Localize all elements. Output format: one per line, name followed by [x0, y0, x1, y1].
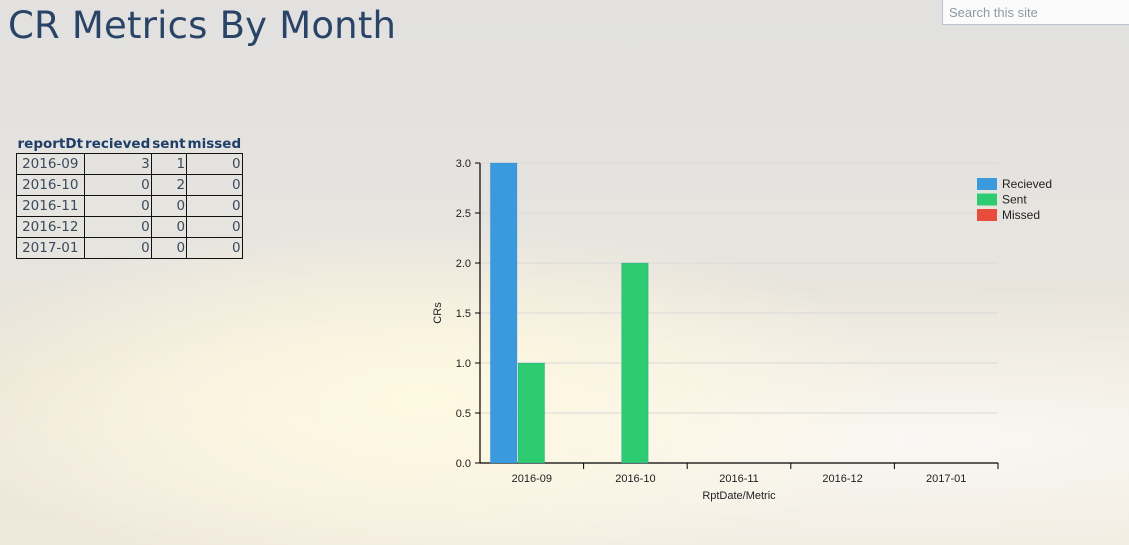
cell-sent: 0: [150, 237, 188, 259]
cell-reportdt: 2016-09: [16, 153, 85, 175]
y-axis-label: CRs: [432, 302, 444, 324]
x-tick-label: 2016-10: [615, 473, 655, 485]
x-tick-label: 2016-09: [512, 473, 552, 485]
bar-sent: [517, 362, 546, 464]
y-tick-label: 1.0: [456, 358, 471, 370]
legend-swatch-recieved: [977, 178, 997, 190]
legend-swatch-missed: [977, 209, 997, 221]
cell-reportdt: 2016-10: [16, 174, 85, 196]
header-recieved: recieved: [85, 136, 151, 152]
bar-sent: [621, 262, 649, 464]
header-missed: missed: [187, 136, 242, 152]
cell-missed: 0: [186, 195, 243, 217]
y-tick-label: 3.0: [456, 158, 471, 170]
x-tick-label: 2016-12: [822, 473, 862, 485]
table-row: 2016-11 0 0 0: [16, 195, 243, 217]
cell-recieved: 0: [83, 237, 152, 259]
x-tick-label: 2017-01: [926, 473, 966, 485]
table-header-row: reportDt recieved sent missed: [17, 135, 243, 154]
cell-reportdt: 2017-01: [16, 237, 85, 259]
table-row: 2016-12 0 0 0: [16, 216, 243, 238]
legend-swatch-sent: [977, 193, 997, 206]
x-tick-label: 2016-11: [719, 473, 759, 485]
y-tick-label: 0.5: [456, 408, 471, 420]
legend-label-missed: Missed: [1002, 208, 1040, 222]
cell-missed: 0: [186, 237, 243, 259]
table-row: 2017-01 0 0 0: [16, 237, 243, 259]
search-input[interactable]: [942, 0, 1129, 25]
y-tick-label: 2.5: [456, 208, 471, 220]
header-reportdt: reportDt: [17, 136, 84, 152]
metrics-table: reportDt recieved sent missed 2016-09 3 …: [16, 135, 243, 259]
y-tick-label: 1.5: [456, 308, 471, 320]
y-tick-label: 2.0: [456, 258, 471, 270]
y-tick-label: 0.0: [456, 458, 471, 470]
table-row: 2016-10 0 2 0: [16, 174, 243, 196]
page-title: CR Metrics By Month: [8, 4, 397, 47]
bar-recieved: [489, 162, 518, 464]
header-sent: sent: [152, 136, 186, 152]
x-axis-label: RptDate/Metric: [702, 490, 776, 502]
legend-label-sent: Sent: [1002, 193, 1027, 207]
legend-label-recieved: Recieved: [1002, 177, 1052, 191]
cell-reportdt: 2016-11: [16, 195, 85, 217]
